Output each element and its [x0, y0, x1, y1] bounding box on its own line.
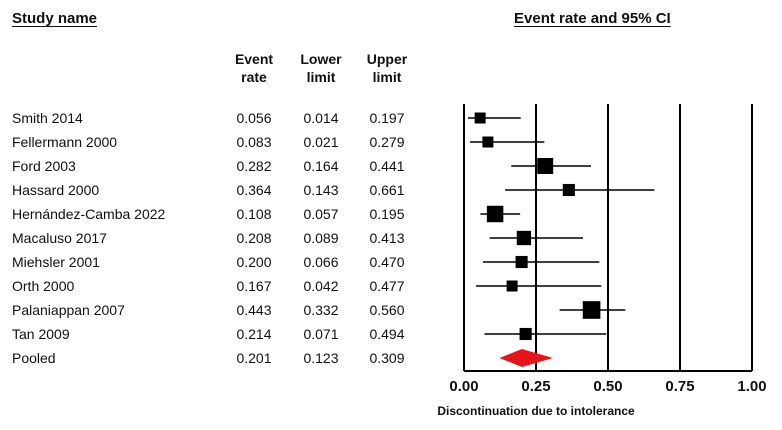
- study-name: Ford 2003: [12, 158, 76, 174]
- study-name: Orth 2000: [12, 278, 75, 294]
- lower-limit-value: 0.014: [303, 110, 339, 126]
- study-row: Ford 2003 0.282 0.164 0.441: [0, 155, 440, 179]
- study-name: Hassard 2000: [12, 182, 100, 198]
- upper-limit-value: 0.470: [369, 254, 405, 270]
- event-rate-value: 0.364: [236, 182, 272, 198]
- upper-limit-header-line2: limit: [372, 69, 402, 85]
- point-estimate-marker: [515, 255, 528, 269]
- event-rate-value: 0.282: [236, 158, 272, 174]
- point-estimate-marker: [482, 136, 494, 148]
- lower-limit-value: 0.123: [303, 350, 339, 366]
- lower-limit-value: 0.089: [303, 230, 339, 246]
- x-tick-label: 0.25: [521, 378, 550, 395]
- upper-limit-value: 0.309: [369, 350, 405, 366]
- chart-title: Event rate and 95% CI: [514, 10, 671, 27]
- point-estimate-marker: [516, 230, 532, 246]
- lower-limit-value: 0.143: [303, 182, 339, 198]
- lower-limit-value: 0.066: [303, 254, 339, 270]
- x-tick-label: 0.75: [665, 378, 694, 395]
- point-estimate-marker: [486, 205, 504, 223]
- event-rate-value: 0.056: [236, 110, 272, 126]
- study-name: Macaluso 2017: [12, 230, 107, 246]
- study-row: Macaluso 2017 0.208 0.089 0.413: [0, 227, 440, 251]
- pooled-diamond: [499, 349, 553, 367]
- event-rate-value: 0.208: [236, 230, 272, 246]
- study-name: Miehsler 2001: [12, 254, 100, 270]
- study-name: Smith 2014: [12, 110, 83, 126]
- point-estimate-marker: [582, 301, 601, 319]
- upper-limit-value: 0.494: [369, 326, 405, 342]
- upper-limit-value: 0.195: [369, 206, 405, 222]
- event-rate-value: 0.083: [236, 134, 272, 150]
- event-rate-header: Event rate: [219, 50, 289, 86]
- event-rate-value: 0.201: [236, 350, 272, 366]
- event-rate-header-line1: Event: [234, 51, 274, 67]
- event-rate-value: 0.443: [236, 302, 272, 318]
- study-name: Tan 2009: [12, 326, 70, 342]
- event-rate-header-line2: rate: [241, 69, 267, 85]
- upper-limit-value: 0.441: [369, 158, 405, 174]
- point-estimate-marker: [474, 112, 486, 124]
- study-name: Fellermann 2000: [12, 134, 118, 150]
- pooled-row: Pooled 0.201 0.123 0.309: [0, 347, 440, 371]
- lower-limit-value: 0.057: [303, 206, 339, 222]
- study-name: Pooled: [12, 350, 56, 366]
- event-rate-value: 0.200: [236, 254, 272, 270]
- study-row: Smith 2014 0.056 0.014 0.197: [0, 107, 440, 131]
- upper-limit-header: Upper limit: [352, 50, 422, 86]
- study-row: Hernández-Camba 2022 0.108 0.057 0.195: [0, 203, 440, 227]
- study-row: Hassard 2000 0.364 0.143 0.661: [0, 179, 440, 203]
- event-rate-value: 0.108: [236, 206, 272, 222]
- x-axis-title: Discontinuation due to intolerance: [437, 404, 635, 418]
- upper-limit-value: 0.560: [369, 302, 405, 318]
- event-rate-value: 0.214: [236, 326, 272, 342]
- point-estimate-marker: [562, 183, 575, 197]
- lower-limit-value: 0.021: [303, 134, 339, 150]
- upper-limit-header-line1: Upper: [366, 51, 408, 67]
- study-name-header: Study name: [12, 10, 98, 27]
- x-tick-label: 0.50: [593, 378, 622, 395]
- study-name: Hernández-Camba 2022: [12, 206, 166, 222]
- event-rate-value: 0.167: [236, 278, 272, 294]
- study-row: Orth 2000 0.167 0.042 0.477: [0, 275, 440, 299]
- upper-limit-value: 0.279: [369, 134, 405, 150]
- study-name: Palaniappan 2007: [12, 302, 125, 318]
- upper-limit-value: 0.661: [369, 182, 405, 198]
- upper-limit-value: 0.477: [369, 278, 405, 294]
- lower-limit-value: 0.042: [303, 278, 339, 294]
- study-row: Tan 2009 0.214 0.071 0.494: [0, 323, 440, 347]
- lower-limit-header-line2: limit: [306, 69, 336, 85]
- study-row: Miehsler 2001 0.200 0.066 0.470: [0, 251, 440, 275]
- lower-limit-value: 0.332: [303, 302, 339, 318]
- point-estimate-marker: [519, 327, 532, 341]
- study-row: Palaniappan 2007 0.443 0.332 0.560: [0, 299, 440, 323]
- lower-limit-value: 0.164: [303, 158, 339, 174]
- lower-limit-header-line1: Lower: [300, 51, 342, 67]
- lower-limit-header: Lower limit: [286, 50, 356, 86]
- upper-limit-value: 0.413: [369, 230, 405, 246]
- study-row: Fellermann 2000 0.083 0.021 0.279: [0, 131, 440, 155]
- lower-limit-value: 0.071: [303, 326, 339, 342]
- x-tick-label: 1.00: [737, 378, 766, 395]
- point-estimate-marker: [537, 158, 554, 174]
- point-estimate-marker: [506, 280, 518, 292]
- x-tick-label: 0.00: [449, 378, 478, 395]
- upper-limit-value: 0.197: [369, 110, 405, 126]
